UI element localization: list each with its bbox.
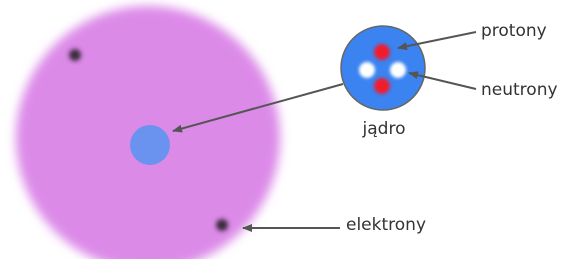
neutron: [390, 62, 406, 78]
electron: [216, 219, 228, 231]
atom-diagram: protony neutrony jądro elektrony: [0, 0, 582, 259]
protons-label: protony: [481, 21, 547, 41]
proton: [374, 44, 390, 60]
nucleus-label: jądro: [362, 119, 406, 139]
neutrons-label: neutrony: [481, 80, 558, 100]
proton: [374, 78, 390, 94]
nucleus-zoom: [341, 26, 425, 110]
electrons-label: elektrony: [346, 215, 426, 235]
nucleus: [130, 125, 170, 165]
electron: [69, 49, 81, 61]
neutron: [359, 62, 375, 78]
